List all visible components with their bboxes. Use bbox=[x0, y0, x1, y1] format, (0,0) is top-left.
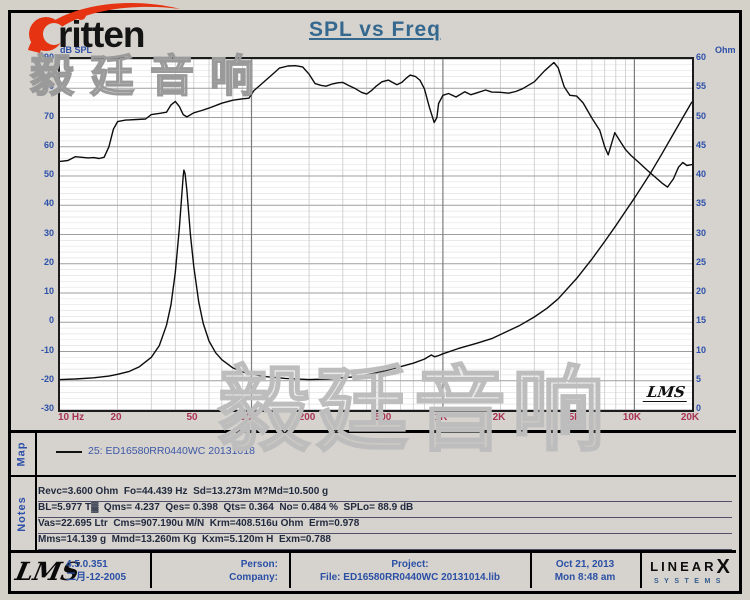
version-block: 4.5.0.351 二月-12-2005 bbox=[66, 558, 126, 584]
notes-panel: Notes Revc=3.600 Ohm Fo=44.439 Hz Sd=13.… bbox=[8, 477, 736, 553]
bar-divider bbox=[640, 553, 642, 588]
company-label: Company: bbox=[229, 572, 278, 583]
person-company-block: Person: Company: bbox=[158, 558, 278, 584]
version-number: 4.5.0.351 bbox=[66, 559, 108, 570]
status-date: Oct 21, 2013 bbox=[555, 559, 615, 570]
notes-strip: Notes bbox=[8, 477, 37, 550]
linearx-x: X bbox=[716, 556, 730, 578]
linearx-logo: LINEARX SYSTEMS bbox=[646, 556, 734, 585]
person-label: Person: bbox=[240, 559, 278, 570]
right-axis-unit: Ohm bbox=[715, 45, 736, 55]
svg-text:ritten: ritten bbox=[58, 14, 145, 55]
left-axis-unit: dB SPL bbox=[60, 45, 93, 55]
map-strip: Map bbox=[8, 433, 37, 475]
page-title: SPL vs Freq bbox=[309, 18, 441, 41]
linearx-text: LINEAR bbox=[650, 559, 717, 574]
curve-spl bbox=[60, 61, 692, 188]
map-panel: Map 25: ED16580RR0440WC 20131018 bbox=[8, 430, 736, 477]
project-label: Project: bbox=[391, 559, 429, 570]
map-strip-label: Map bbox=[15, 441, 28, 467]
logo-i-dot-icon bbox=[76, 10, 86, 20]
notes-line-vas: Vas=22.695 Ltr Cms=907.190u M/N Krm=408.… bbox=[38, 518, 732, 534]
lms-inset-signature: LMS bbox=[642, 383, 690, 402]
bar-divider bbox=[530, 553, 532, 588]
notes-line-revc: Revc=3.600 Ohm Fo=44.439 Hz Sd=13.273m M… bbox=[38, 486, 732, 502]
notes-strip-label: Notes bbox=[15, 495, 28, 532]
logo-swoosh-icon bbox=[28, 3, 180, 53]
plot-canvas bbox=[60, 59, 692, 410]
spl-vs-freq-plot bbox=[58, 57, 694, 412]
linearx-systems-text: SYSTEMS bbox=[654, 578, 726, 585]
brand-logo: ritten bbox=[28, 3, 180, 55]
version-date: 二月-12-2005 bbox=[66, 572, 127, 583]
status-time: Mon 8:48 am bbox=[554, 572, 616, 583]
legend-entry: 25: ED16580RR0440WC 20131018 bbox=[88, 445, 255, 457]
file-label: File: ED16580RR0440WC 20131014.lib bbox=[319, 572, 501, 583]
notes-line-bl: BL=5.977 T▓ Qms= 4.237 Qes= 0.398 Qts= 0… bbox=[38, 502, 732, 518]
notes-line-mms: Mms=14.139 g Mmd=13.260m Kg Kxm=5.120m H… bbox=[38, 534, 732, 550]
bar-divider bbox=[289, 553, 291, 588]
curve-impedance bbox=[60, 101, 692, 381]
legend-line-sample bbox=[56, 451, 82, 453]
project-file-block: Project: File: ED16580RR0440WC 20131014.… bbox=[294, 558, 526, 584]
date-time-block: Oct 21, 2013 Mon 8:48 am bbox=[534, 558, 636, 584]
bar-divider bbox=[150, 553, 152, 588]
